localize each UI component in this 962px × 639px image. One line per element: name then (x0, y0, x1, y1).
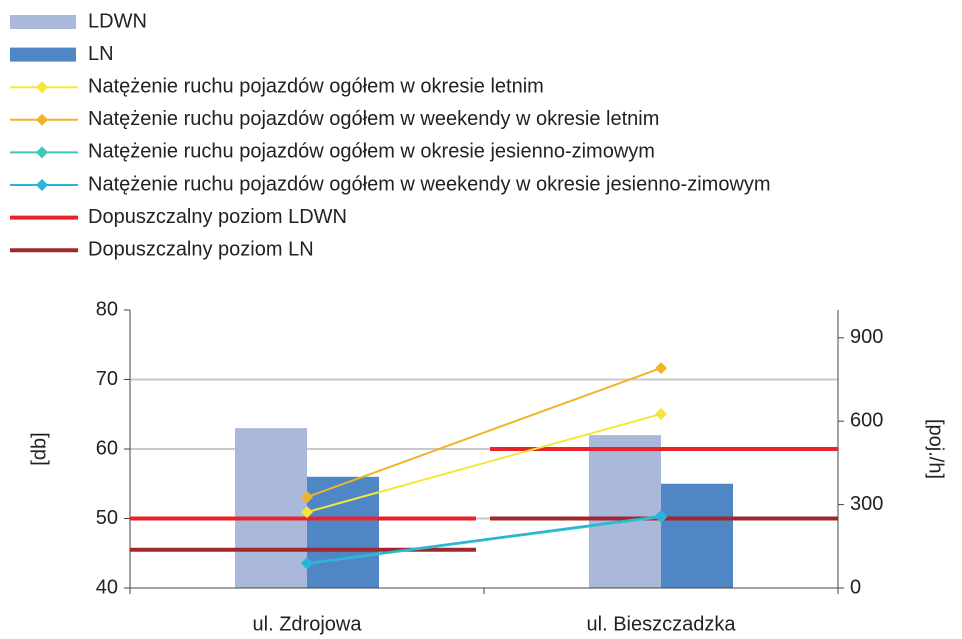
legend-marker (36, 146, 48, 159)
bar (589, 435, 661, 588)
marker (655, 509, 667, 522)
legend-marker (36, 81, 48, 94)
legend-label: LDWN (88, 10, 147, 32)
y-tick-label: 40 (96, 576, 118, 598)
line (306, 515, 662, 564)
legend-swatch (10, 47, 76, 62)
marker (301, 491, 313, 504)
legend-label: Natężenie ruchu pojazdów ogółem w weeken… (88, 108, 659, 130)
marker (655, 362, 667, 375)
legend-label: Dopuszczalny poziom LDWN (88, 206, 347, 228)
x-tick-label: ul. Zdrojowa (253, 613, 363, 635)
legend-swatch (10, 15, 76, 29)
y2-tick-label: 300 (850, 493, 883, 515)
line (306, 367, 662, 499)
legend-label: Natężenie ruchu pojazdów ogółem w weeken… (88, 173, 771, 195)
y-tick-label: 60 (96, 437, 118, 459)
y2-tick-label: 0 (850, 576, 861, 598)
y-axis-label: [db] (28, 432, 50, 465)
legend-label: Dopuszczalny poziom LN (88, 238, 314, 260)
legend-marker (36, 113, 48, 126)
y-tick-label: 80 (96, 298, 118, 320)
bar (661, 483, 733, 588)
x-tick-label: ul. Bieszczadzka (587, 613, 737, 635)
line (306, 413, 662, 514)
y2-tick-label: 600 (850, 409, 883, 431)
legend-label: Natężenie ruchu pojazdów ogółem w okresi… (88, 141, 655, 163)
marker (301, 506, 313, 519)
y-tick-label: 50 (96, 507, 118, 529)
legend-marker (36, 179, 48, 191)
y2-axis-label: [poj./h] (925, 419, 947, 479)
marker (301, 556, 313, 569)
bar (235, 428, 307, 588)
legend-label: Natężenie ruchu pojazdów ogółem w okresi… (88, 75, 544, 97)
y-tick-label: 70 (96, 368, 118, 390)
y2-tick-label: 900 (850, 326, 883, 348)
marker (655, 407, 667, 420)
legend-label: LN (88, 43, 114, 65)
